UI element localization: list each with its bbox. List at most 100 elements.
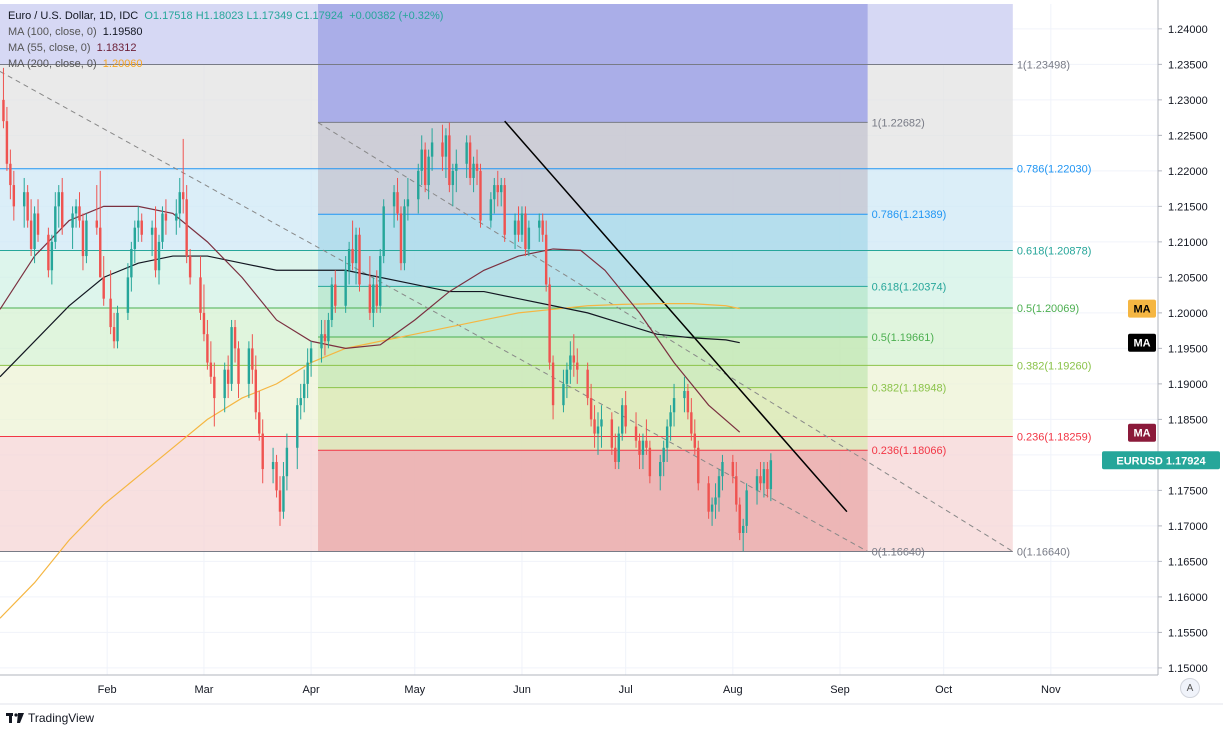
candle[interactable]: [185, 185, 188, 264]
candle[interactable]: [154, 206, 157, 278]
candle[interactable]: [638, 433, 641, 470]
candle[interactable]: [254, 355, 258, 420]
candle[interactable]: [659, 454, 662, 491]
candle[interactable]: [382, 199, 385, 264]
candle[interactable]: [334, 270, 337, 313]
candle[interactable]: [164, 199, 168, 235]
candle[interactable]: [662, 440, 665, 477]
candle[interactable]: [379, 248, 382, 313]
candle[interactable]: [372, 277, 375, 328]
candle[interactable]: [489, 192, 493, 228]
candle[interactable]: [683, 376, 686, 413]
candle[interactable]: [624, 390, 627, 434]
candle[interactable]: [112, 312, 116, 349]
candle[interactable]: [448, 122, 451, 193]
candle[interactable]: [181, 138, 185, 214]
candle[interactable]: [306, 348, 309, 399]
candle[interactable]: [620, 398, 624, 441]
candle[interactable]: [423, 142, 427, 193]
candle[interactable]: [309, 341, 313, 377]
candle[interactable]: [330, 277, 334, 328]
candle[interactable]: [71, 206, 74, 249]
candle[interactable]: [617, 426, 620, 470]
candle[interactable]: [441, 124, 444, 171]
candle[interactable]: [5, 106, 9, 171]
candle[interactable]: [130, 241, 133, 292]
candle[interactable]: [741, 518, 745, 552]
candle[interactable]: [648, 440, 652, 484]
candle[interactable]: [396, 177, 399, 221]
candle[interactable]: [641, 433, 645, 470]
candle[interactable]: [258, 390, 261, 441]
trendline-2[interactable]: [504, 120, 848, 513]
candle[interactable]: [472, 156, 475, 193]
candle[interactable]: [302, 369, 306, 413]
candle[interactable]: [271, 447, 275, 484]
candle[interactable]: [22, 177, 26, 228]
candle[interactable]: [282, 461, 285, 519]
candle[interactable]: [669, 405, 672, 441]
candle[interactable]: [538, 213, 541, 242]
candle[interactable]: [614, 433, 617, 470]
candle[interactable]: [237, 341, 240, 399]
candle[interactable]: [544, 220, 548, 292]
candle[interactable]: [278, 476, 282, 526]
candle[interactable]: [188, 248, 192, 285]
candle[interactable]: [12, 170, 16, 221]
candle[interactable]: [323, 319, 327, 356]
candle[interactable]: [762, 461, 766, 498]
candle[interactable]: [57, 185, 60, 228]
candle[interactable]: [29, 199, 33, 257]
candle[interactable]: [392, 185, 396, 228]
candle[interactable]: [320, 319, 323, 363]
candle[interactable]: [78, 192, 81, 228]
candle[interactable]: [175, 199, 178, 235]
candle[interactable]: [520, 206, 524, 242]
candle[interactable]: [226, 355, 230, 399]
candle[interactable]: [690, 398, 693, 441]
candle[interactable]: [593, 405, 596, 448]
candle[interactable]: [133, 220, 137, 264]
candle[interactable]: [9, 149, 12, 200]
candle[interactable]: [427, 149, 430, 200]
candle[interactable]: [710, 497, 714, 526]
candle[interactable]: [513, 213, 517, 249]
candle[interactable]: [572, 334, 576, 377]
candle[interactable]: [354, 227, 358, 285]
candle[interactable]: [344, 256, 347, 313]
candle[interactable]: [275, 454, 278, 498]
candle[interactable]: [569, 341, 572, 384]
candle[interactable]: [230, 319, 233, 391]
candle[interactable]: [714, 483, 717, 519]
candle[interactable]: [202, 284, 206, 342]
candle[interactable]: [735, 461, 738, 512]
candle[interactable]: [47, 227, 50, 278]
candle[interactable]: [672, 383, 676, 427]
candle[interactable]: [199, 256, 202, 320]
candle[interactable]: [500, 177, 503, 207]
candle[interactable]: [116, 305, 119, 349]
candle[interactable]: [206, 319, 209, 370]
candle[interactable]: [527, 220, 531, 257]
candle[interactable]: [468, 135, 472, 186]
candle[interactable]: [430, 128, 434, 171]
candle[interactable]: [247, 341, 251, 399]
candle[interactable]: [209, 341, 213, 384]
candle[interactable]: [99, 170, 102, 278]
candle[interactable]: [551, 355, 555, 420]
candle[interactable]: [178, 177, 181, 228]
candle[interactable]: [576, 348, 579, 384]
candle[interactable]: [565, 362, 569, 399]
candle[interactable]: [109, 270, 112, 335]
candle[interactable]: [479, 163, 482, 228]
candle[interactable]: [299, 383, 302, 420]
brand[interactable]: TradingView: [6, 711, 94, 725]
candle[interactable]: [693, 419, 697, 455]
candle[interactable]: [95, 185, 98, 235]
candle[interactable]: [766, 461, 769, 498]
candle[interactable]: [85, 213, 88, 264]
candle[interactable]: [150, 220, 154, 257]
candle[interactable]: [707, 476, 710, 519]
candle[interactable]: [717, 469, 721, 512]
